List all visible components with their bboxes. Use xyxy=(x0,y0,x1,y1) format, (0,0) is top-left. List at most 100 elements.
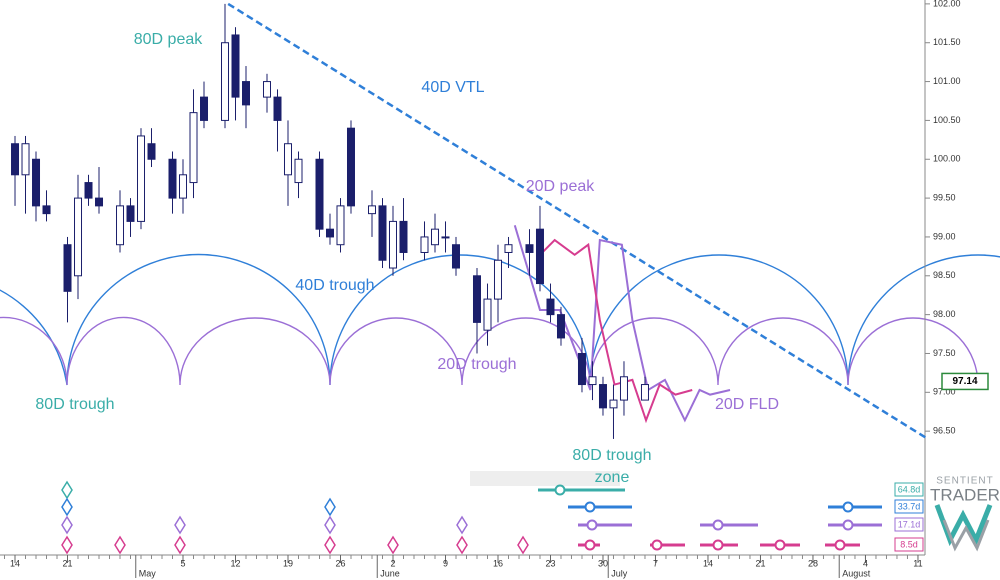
projection-point xyxy=(842,519,854,531)
y-tick-label: 102.00 xyxy=(933,0,961,8)
arc-40d xyxy=(0,253,1000,386)
x-tick-label: 9 xyxy=(443,558,448,568)
cycle-label: 64.8d xyxy=(898,484,921,494)
projection-point xyxy=(586,519,598,531)
annotation: 20D peak xyxy=(526,178,595,195)
cycle-diamond xyxy=(61,535,73,555)
x-tick-label: 28 xyxy=(808,558,818,568)
projection-point xyxy=(774,539,786,551)
x-tick-label: 11 xyxy=(913,558,922,568)
candle-body xyxy=(577,352,586,386)
candle-body xyxy=(21,143,30,176)
candle-body xyxy=(546,298,555,316)
cycle-diamond xyxy=(387,535,399,555)
cycle-diamond xyxy=(456,515,468,535)
candle-body xyxy=(336,205,345,246)
candle-body xyxy=(640,384,649,401)
x-tick-label: 23 xyxy=(545,558,555,568)
annotation: 40D VTL xyxy=(421,79,484,96)
y-tick-label: 101.50 xyxy=(933,37,961,47)
projection-point xyxy=(712,539,724,551)
candle-body xyxy=(315,158,324,230)
logo xyxy=(934,504,993,552)
cycle-arcs xyxy=(0,253,1000,386)
brand-top: SENTIENT xyxy=(936,476,993,487)
candle-body xyxy=(493,259,502,300)
candle-body xyxy=(294,158,303,184)
candle-body xyxy=(346,127,355,207)
candle-body xyxy=(451,244,460,269)
candle-body xyxy=(116,205,125,246)
candle-body xyxy=(32,158,41,207)
x-tick-label: 2 xyxy=(390,558,395,568)
annotation: 20D trough xyxy=(437,356,516,373)
cycle-diamond xyxy=(174,535,186,555)
candle-body xyxy=(231,34,240,98)
cycle-diamond xyxy=(324,535,336,555)
annotation: 80D trough xyxy=(572,447,651,464)
projection-point xyxy=(554,484,566,496)
annotation: 20D FLD xyxy=(715,396,779,413)
candle-body xyxy=(84,182,93,199)
cycle-label: 17.1d xyxy=(898,519,921,529)
y-tick-label: 100.00 xyxy=(933,154,961,164)
candle-body xyxy=(420,236,429,253)
cycle-diamond xyxy=(114,535,126,555)
candle-body xyxy=(619,376,628,401)
cycle-label: 33.7d xyxy=(898,501,921,511)
candle-body xyxy=(399,220,408,253)
candle-body xyxy=(273,96,282,121)
y-tick-label: 99.50 xyxy=(933,192,956,202)
candle-body xyxy=(535,228,544,285)
candle-body xyxy=(189,112,198,184)
cycle-box xyxy=(894,537,924,552)
zone-box xyxy=(470,471,620,486)
candle-body xyxy=(388,220,397,269)
candle-body xyxy=(147,143,156,160)
candle-body xyxy=(126,205,135,222)
y-tick-label: 97.00 xyxy=(933,387,956,397)
cycle-diamond xyxy=(456,535,468,555)
candle-body xyxy=(588,376,597,386)
y-tick-label: 99.00 xyxy=(933,231,956,241)
cycle-box xyxy=(894,517,924,532)
month-label: August xyxy=(842,568,871,578)
x-tick-label: 4 xyxy=(863,558,868,568)
candle-body xyxy=(11,143,20,176)
candle-body xyxy=(95,197,104,207)
candle-body xyxy=(430,228,439,246)
candle-body xyxy=(283,143,292,176)
x-tick-label: 21 xyxy=(755,558,765,568)
candle-body xyxy=(263,81,272,98)
candle-body xyxy=(598,384,607,409)
x-tick-label: 12 xyxy=(230,558,240,568)
candle-body xyxy=(200,96,209,121)
candle-body xyxy=(367,205,376,215)
month-label: July xyxy=(611,568,628,578)
cycle-box xyxy=(894,482,924,497)
projection-point xyxy=(584,539,596,551)
last-price-label: 97.14 xyxy=(952,376,977,387)
month-label: June xyxy=(380,568,400,578)
candle-body xyxy=(378,205,387,261)
candle-body xyxy=(74,197,83,277)
logo-mark xyxy=(942,519,990,552)
projection-point xyxy=(712,519,724,531)
x-tick-label: 7 xyxy=(653,558,658,568)
candle-body xyxy=(42,205,51,215)
annotation: 80D trough xyxy=(35,396,114,413)
y-tick-label: 98.00 xyxy=(933,309,956,319)
candle-body xyxy=(325,228,334,238)
projection-point xyxy=(651,539,663,551)
cycle-diamond xyxy=(61,497,73,517)
x-tick-label: 26 xyxy=(335,558,345,568)
cycle-diamond xyxy=(517,535,529,555)
x-tick-label: 30 xyxy=(598,558,608,568)
candle-body xyxy=(137,135,146,222)
indicator-line xyxy=(227,2,926,439)
candle-body xyxy=(483,298,492,331)
candle-body xyxy=(525,244,534,253)
brand-main: TRADER xyxy=(930,485,1000,504)
candle-body xyxy=(472,275,481,323)
